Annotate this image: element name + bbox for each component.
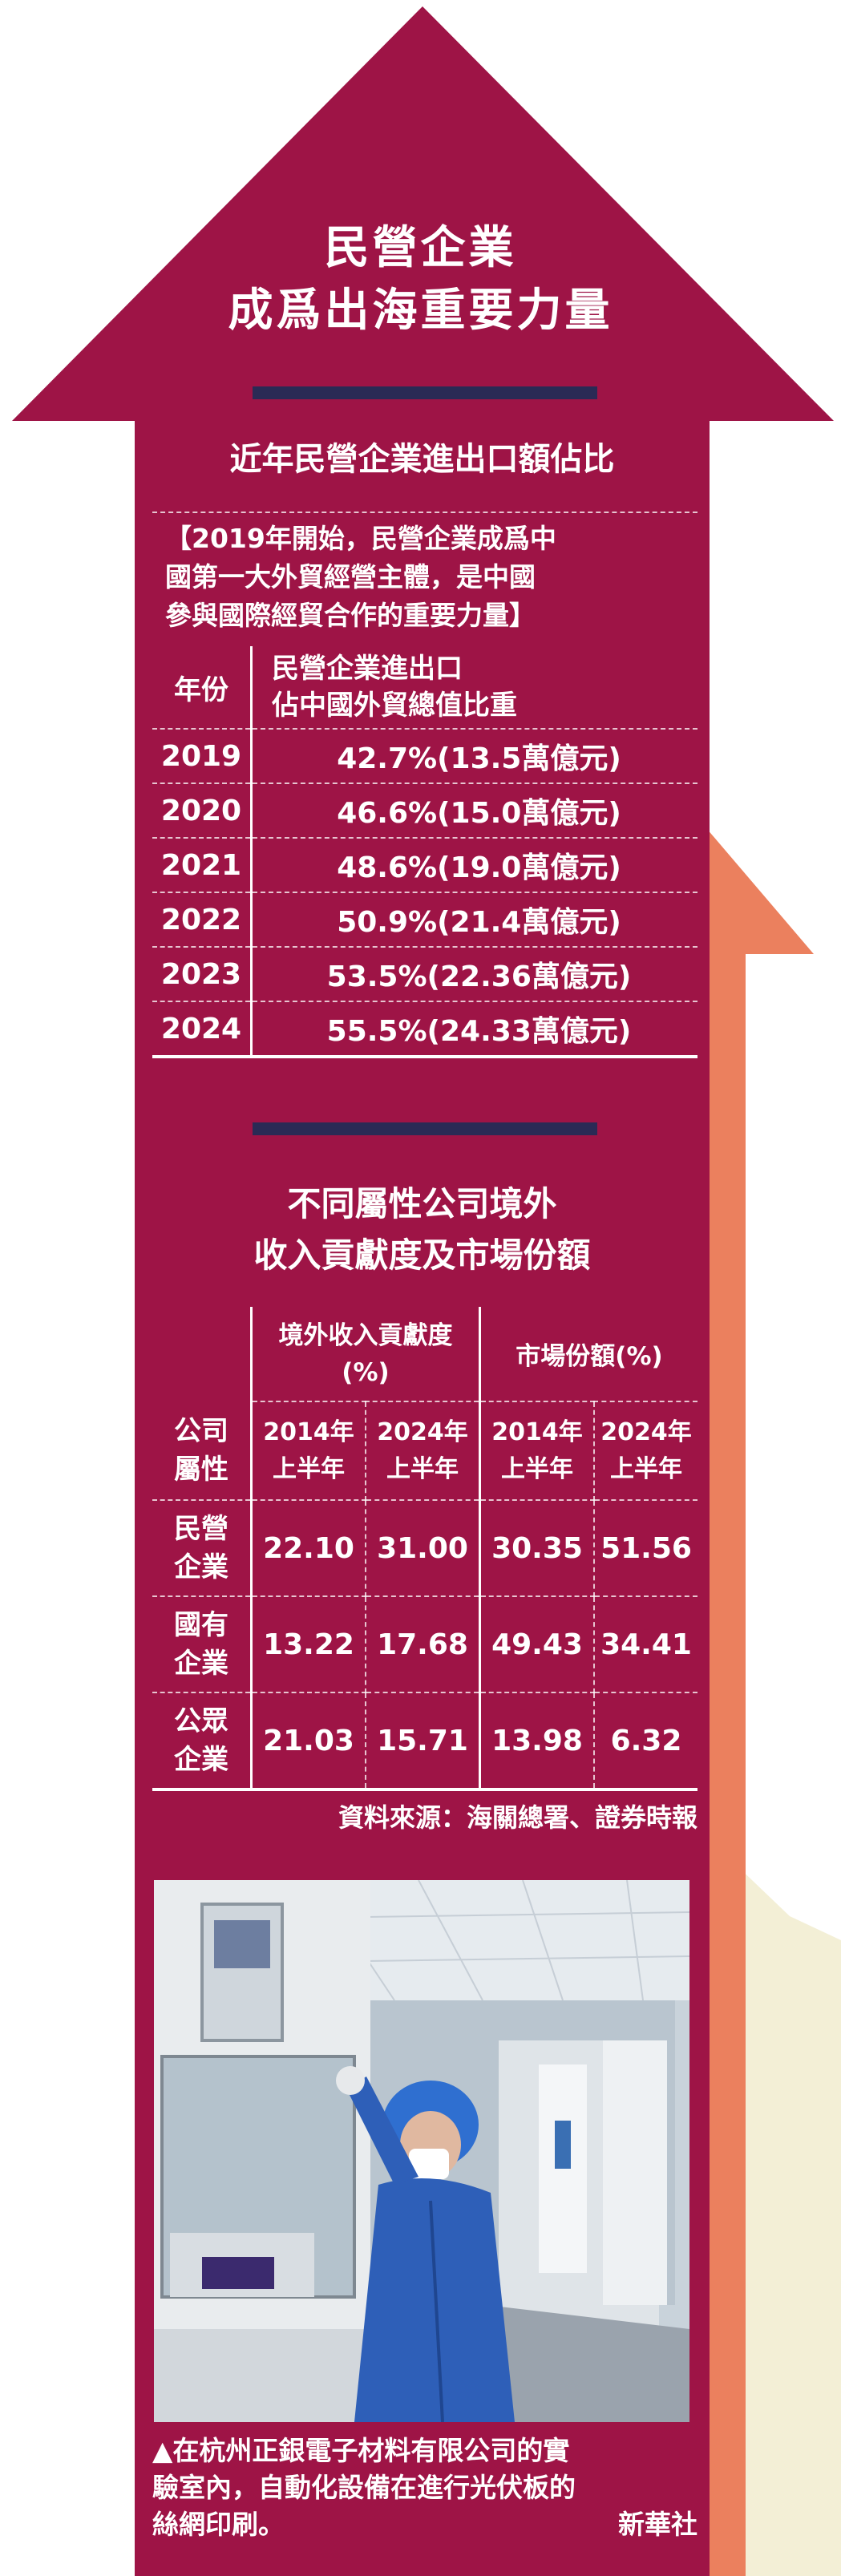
table1-year: 2024 <box>152 1001 253 1058</box>
table2-period-line2: 上半年 <box>273 1454 345 1483</box>
table1-year: 2022 <box>152 892 253 948</box>
table2-company-type-line2: 企業 <box>174 1648 228 1680</box>
table2-period: 2014年 上半年 <box>251 1401 366 1501</box>
table1-col-value-line1: 民營企業進出口 <box>272 653 463 685</box>
table2-period: 2024年 上半年 <box>366 1401 481 1501</box>
photo-caption-line2: 驗室內，自動化設備在進行光伏板的 <box>152 2472 576 2503</box>
table-row: 2020 46.6%(15.0萬億元) <box>152 783 697 839</box>
lab-photo <box>154 1880 689 2422</box>
table2-cell: 22.10 <box>251 1500 366 1597</box>
photo-credit: 新華社 <box>618 2509 697 2540</box>
table1: 年份 民營企業進出口 佔中國外貿總值比重 2019 42.7%(13.5萬億元)… <box>152 646 697 1058</box>
table2-title-line1: 不同屬性公司境外 <box>287 1184 557 1223</box>
table1-col-value-line2: 佔中國外貿總值比重 <box>272 689 517 722</box>
table1-value: 55.5%(24.33萬億元) <box>251 1001 697 1058</box>
table2-company-type: 公眾 企業 <box>152 1692 253 1791</box>
table2: 境外收入貢獻度 (%) 市場份額(%) 公司 屬性 2014年 上半年 2024… <box>152 1307 697 1791</box>
table2-group1-line1: 境外收入貢獻度 <box>278 1320 453 1350</box>
table2-company-type-line2: 企業 <box>174 1744 228 1776</box>
table2-row-header-line1: 公司 <box>174 1415 228 1447</box>
table2-company-type-line1: 公眾 <box>174 1705 228 1737</box>
table1-title: 近年民營企業進出口額佔比 <box>229 441 615 478</box>
table2-company-type-line1: 國有 <box>174 1609 228 1641</box>
table1-header-row: 年份 民營企業進出口 佔中國外貿總值比重 <box>152 646 697 730</box>
photo-caption-line3-row: 絲網印刷。 新華社 <box>152 2506 697 2543</box>
table1-col-year: 年份 <box>152 646 253 730</box>
table1-year: 2020 <box>152 783 253 839</box>
table1-note-line1: 【2019年開始，民營企業成爲中 <box>165 523 556 554</box>
section-divider <box>253 1122 597 1135</box>
table2-cell: 15.71 <box>366 1692 481 1791</box>
table2-cell: 49.43 <box>479 1596 595 1693</box>
photo-caption-line3: 絲網印刷。 <box>152 2509 285 2540</box>
main-title-line1: 民營企業 <box>324 222 517 274</box>
table-row: 公眾 企業 21.03 15.71 13.98 6.32 <box>152 1692 697 1791</box>
table2-cell: 17.68 <box>366 1596 481 1693</box>
table1-value: 48.6%(19.0萬億元) <box>251 838 697 893</box>
table1-value: 50.9%(21.4萬億元) <box>251 892 697 948</box>
table2-cell: 6.32 <box>594 1692 697 1791</box>
photo-caption-line1: ▲在杭州正銀電子材料有限公司的實 <box>152 2435 570 2466</box>
table-row: 2019 42.7%(13.5萬億元) <box>152 729 697 784</box>
table1-value: 53.5%(22.36萬億元) <box>251 947 697 1002</box>
table2-period-line1: 2014年 <box>263 1417 354 1446</box>
table2-company-type: 民營 企業 <box>152 1500 253 1597</box>
table2-title: 不同屬性公司境外 收入貢獻度及市場份額 <box>135 1179 710 1281</box>
table1-year: 2021 <box>152 838 253 893</box>
table-row: 國有 企業 13.22 17.68 49.43 34.41 <box>152 1596 697 1693</box>
table2-source: 資料來源：海關總署、證券時報 <box>338 1802 697 1833</box>
table1-value: 46.6%(15.0萬億元) <box>251 783 697 839</box>
table2-period-row: 公司 屬性 2014年 上半年 2024年 上半年 2014年 上半年 2024… <box>152 1401 697 1501</box>
table2-company-type-line2: 企業 <box>174 1551 228 1583</box>
lab-photo-drawing <box>154 1880 689 2422</box>
table1-note: 【2019年開始，民營企業成爲中 國第一大外貿經營主體，是中國 參與國際經貿合作… <box>165 520 556 635</box>
table2-row-header: 公司 屬性 <box>152 1401 253 1501</box>
table2-period-line1: 2024年 <box>600 1417 692 1446</box>
table2-period-line2: 上半年 <box>386 1454 459 1483</box>
table2-cell: 13.98 <box>479 1692 595 1791</box>
photo-caption: ▲在杭州正銀電子材料有限公司的實 驗室內，自動化設備在進行光伏板的 絲網印刷。 … <box>152 2432 697 2543</box>
table2-group1: 境外收入貢獻度 (%) <box>251 1307 481 1402</box>
table1-note-line2: 國第一大外貿經營主體，是中國 <box>165 561 536 592</box>
table2-group2: 市場份額(%) <box>479 1307 697 1402</box>
table-row: 2021 48.6%(19.0萬億元) <box>152 838 697 893</box>
table-row: 民營 企業 22.10 31.00 30.35 51.56 <box>152 1500 697 1597</box>
main-title-line2: 成爲出海重要力量 <box>228 285 613 337</box>
title-divider <box>253 386 597 399</box>
table2-period-line2: 上半年 <box>610 1454 682 1483</box>
orange-arrow-shape <box>697 818 814 2576</box>
table2-row-header-line2: 屬性 <box>174 1454 228 1486</box>
table-row: 2023 53.5%(22.36萬億元) <box>152 947 697 1002</box>
table-row: 2024 55.5%(24.33萬億元) <box>152 1001 697 1058</box>
table2-period-line2: 上半年 <box>501 1454 573 1483</box>
table2-cell: 31.00 <box>366 1500 481 1597</box>
table2-period-line1: 2024年 <box>377 1417 468 1446</box>
table2-period: 2024年 上半年 <box>594 1401 697 1501</box>
table1-value: 42.7%(13.5萬億元) <box>251 729 697 784</box>
table2-cell: 30.35 <box>479 1500 595 1597</box>
table2-title-line2: 收入貢獻度及市場份額 <box>253 1235 591 1275</box>
table2-period-line1: 2014年 <box>491 1417 583 1446</box>
table2-group-header-row: 境外收入貢獻度 (%) 市場份額(%) <box>152 1307 697 1402</box>
table-row: 2022 50.9%(21.4萬億元) <box>152 892 697 948</box>
cream-arrow-shaft <box>770 1940 841 2576</box>
table2-group1-line2: (%) <box>342 1357 390 1387</box>
table2-company-type: 國有 企業 <box>152 1596 253 1693</box>
table1-note-line3: 參與國際經貿合作的重要力量】 <box>165 600 536 631</box>
table2-period: 2014年 上半年 <box>479 1401 595 1501</box>
table1-year: 2023 <box>152 947 253 1002</box>
table1-top-rule <box>152 512 697 513</box>
table2-cell: 13.22 <box>251 1596 366 1693</box>
table2-company-type-line1: 民營 <box>174 1513 228 1545</box>
table1-year: 2019 <box>152 729 253 784</box>
table2-corner <box>152 1307 253 1401</box>
table1-col-value: 民營企業進出口 佔中國外貿總值比重 <box>251 646 697 730</box>
table2-cell: 34.41 <box>594 1596 697 1693</box>
table2-cell: 51.56 <box>594 1500 697 1597</box>
table2-cell: 21.03 <box>251 1692 366 1791</box>
